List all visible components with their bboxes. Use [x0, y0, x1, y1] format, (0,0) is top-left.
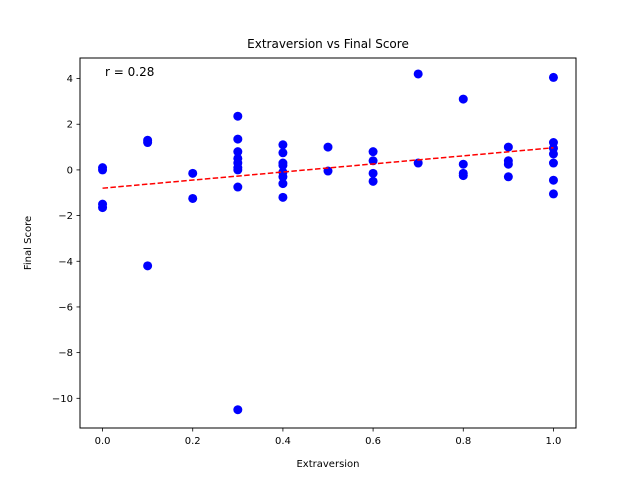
data-point — [278, 172, 288, 182]
y-axis-ticks: −10 −8 −6 −4 −2 0 2 4 — [52, 74, 80, 405]
data-point — [233, 147, 243, 157]
plot-frame — [79, 57, 577, 429]
data-point — [548, 189, 558, 199]
y-tick-label: 0 — [67, 165, 73, 176]
data-point — [323, 142, 333, 152]
y-tick-label: −6 — [58, 302, 73, 313]
data-point — [233, 165, 243, 175]
data-point — [98, 203, 108, 213]
data-point — [503, 172, 513, 182]
x-tick-label: 1.0 — [546, 436, 562, 447]
y-tick-label: 4 — [67, 74, 73, 85]
chart-title: Extraversion vs Final Score — [247, 37, 409, 51]
x-tick-label: 0.2 — [185, 436, 201, 447]
data-point — [458, 171, 468, 181]
x-tick-label: 0.6 — [365, 436, 381, 447]
x-tick-label: 0.0 — [95, 436, 111, 447]
data-point — [458, 159, 468, 169]
data-point — [368, 168, 378, 178]
data-point — [548, 149, 558, 159]
plot-area — [98, 69, 558, 415]
y-tick-label: 2 — [67, 120, 73, 131]
data-point — [233, 111, 243, 121]
data-point — [368, 176, 378, 186]
trend-line — [102, 147, 554, 189]
data-point — [233, 134, 243, 144]
data-point — [98, 165, 108, 175]
data-point — [503, 159, 513, 169]
y-tick-label: −4 — [58, 257, 73, 268]
data-point — [548, 175, 558, 185]
data-point — [233, 405, 243, 415]
x-axis-ticks: 0.0 0.2 0.4 0.6 0.8 1.0 — [95, 428, 562, 447]
data-point — [548, 158, 558, 168]
data-point — [368, 147, 378, 157]
correlation-annotation: r = 0.28 — [105, 65, 154, 79]
x-tick-label: 0.8 — [455, 436, 471, 447]
data-point — [278, 140, 288, 150]
data-point — [278, 179, 288, 189]
data-point — [278, 148, 288, 158]
y-tick-label: −8 — [58, 348, 73, 359]
data-point — [188, 193, 198, 203]
y-tick-label: −2 — [58, 211, 73, 222]
data-point — [458, 94, 468, 104]
data-point — [233, 182, 243, 192]
data-point — [188, 168, 198, 178]
x-tick-label: 0.4 — [275, 436, 291, 447]
y-axis-label: Final Score — [23, 216, 34, 270]
data-point — [548, 72, 558, 82]
y-tick-label: −10 — [52, 394, 73, 405]
data-point — [278, 160, 288, 170]
data-point — [413, 69, 423, 79]
data-point — [413, 158, 423, 168]
data-point — [503, 142, 513, 152]
data-point — [143, 261, 153, 271]
x-axis-label: Extraversion — [296, 459, 359, 470]
data-point — [278, 192, 288, 202]
data-point — [143, 138, 153, 148]
